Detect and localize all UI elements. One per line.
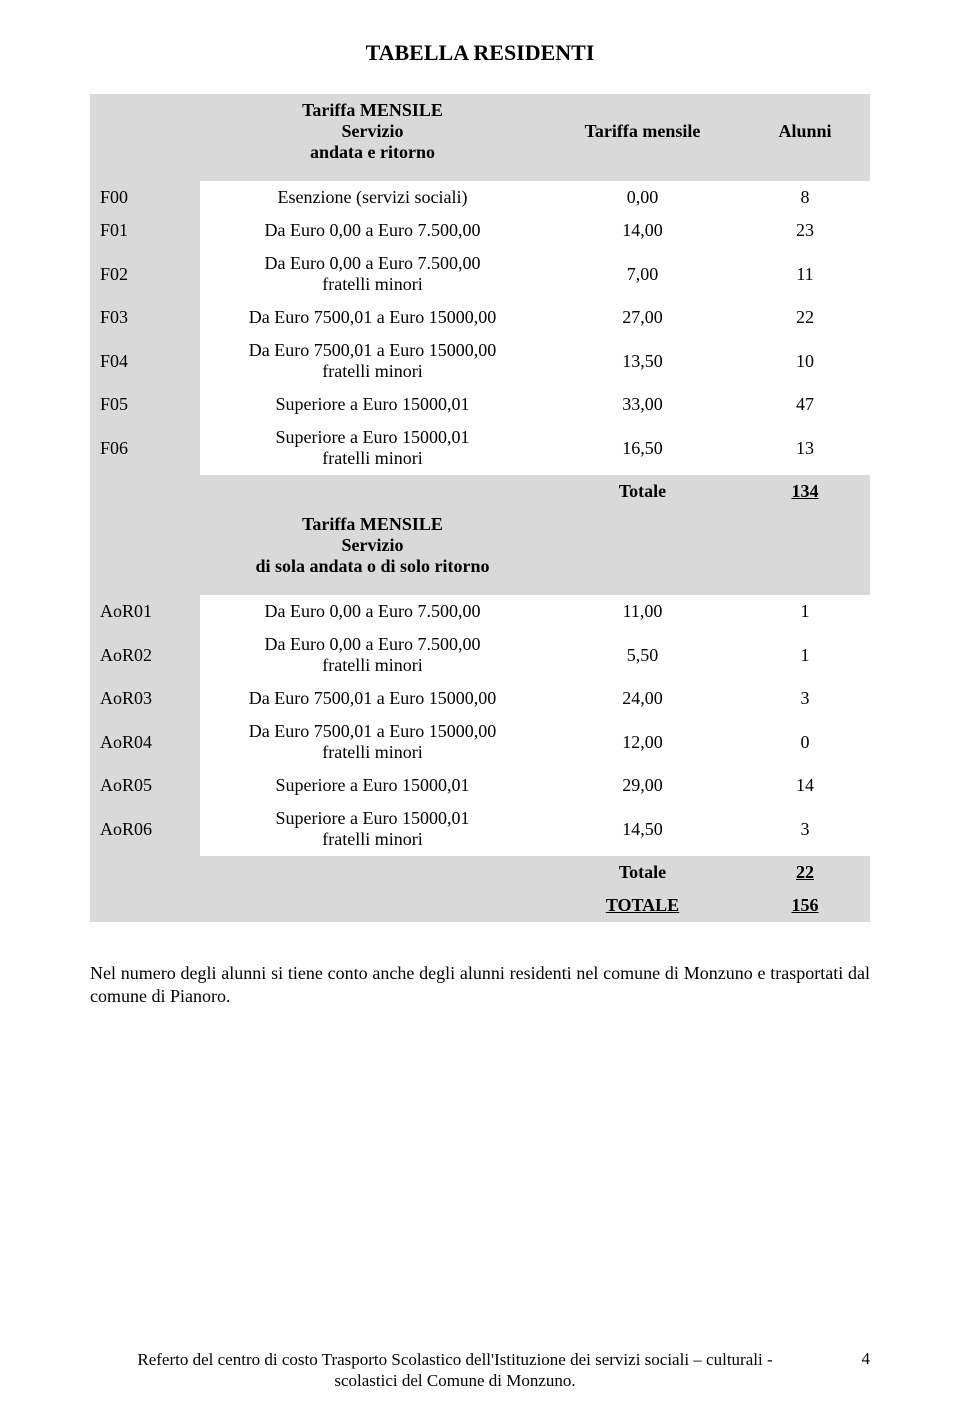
header-blank: [90, 94, 200, 169]
total-a-value: 134: [740, 475, 870, 508]
row-code: AoR02: [90, 628, 200, 682]
row-value: 27,00: [545, 301, 740, 334]
table-row: AoR01Da Euro 0,00 a Euro 7.500,0011,001: [90, 595, 870, 628]
grand-value: 156: [740, 889, 870, 922]
row-code: AoR06: [90, 802, 200, 856]
row-value: 12,00: [545, 715, 740, 769]
row-value: 14,00: [545, 214, 740, 247]
footer-line1: Referto del centro di costo Trasporto Sc…: [137, 1350, 772, 1369]
row-desc: Da Euro 7500,01 a Euro 15000,00fratelli …: [200, 334, 545, 388]
row-code: F04: [90, 334, 200, 388]
row-value: 7,00: [545, 247, 740, 301]
row-code: F03: [90, 301, 200, 334]
row-value: 0,00: [545, 181, 740, 214]
total-b-row: Totale 22: [90, 856, 870, 889]
grand-label: TOTALE: [545, 889, 740, 922]
page-title: TABELLA RESIDENTI: [90, 40, 870, 66]
total-b-label: Totale: [545, 856, 740, 889]
table-row: F00Esenzione (servizi sociali)0,008: [90, 181, 870, 214]
hdr2-line2: Servizio: [342, 535, 404, 555]
row-desc: Superiore a Euro 15000,01fratelli minori: [200, 802, 545, 856]
row-count: 0: [740, 715, 870, 769]
row-count: 3: [740, 802, 870, 856]
grand-total-row: TOTALE 156: [90, 889, 870, 922]
table-row: AoR04Da Euro 7500,01 a Euro 15000,00frat…: [90, 715, 870, 769]
row-value: 33,00: [545, 388, 740, 421]
table-row: AoR06Superiore a Euro 15000,01fratelli m…: [90, 802, 870, 856]
hdr1-line1: Tariffa MENSILE: [302, 100, 443, 120]
row-value: 16,50: [545, 421, 740, 475]
total-b-value: 22: [740, 856, 870, 889]
header-desc: Tariffa MENSILE Servizio andata e ritorn…: [200, 94, 545, 169]
table-header-b: Tariffa MENSILE Servizio di sola andata …: [90, 508, 870, 583]
spacer-row: [90, 169, 870, 181]
header-col3: Tariffa mensile: [545, 94, 740, 169]
row-desc: Esenzione (servizi sociali): [200, 181, 545, 214]
row-desc: Superiore a Euro 15000,01fratelli minori: [200, 421, 545, 475]
table-row: AoR05Superiore a Euro 15000,0129,0014: [90, 769, 870, 802]
note-text: Nel numero degli alunni si tiene conto a…: [90, 962, 870, 1009]
footer-text: Referto del centro di costo Trasporto Sc…: [90, 1349, 820, 1392]
row-count: 14: [740, 769, 870, 802]
row-code: F05: [90, 388, 200, 421]
row-desc: Da Euro 7500,01 a Euro 15000,00: [200, 682, 545, 715]
row-count: 3: [740, 682, 870, 715]
row-count: 47: [740, 388, 870, 421]
table-row: F06Superiore a Euro 15000,01fratelli min…: [90, 421, 870, 475]
hdr2-line1: Tariffa MENSILE: [302, 514, 443, 534]
row-code: AoR01: [90, 595, 200, 628]
row-code: F01: [90, 214, 200, 247]
hdr1-line3: andata e ritorno: [310, 142, 435, 162]
row-desc: Da Euro 0,00 a Euro 7.500,00: [200, 214, 545, 247]
row-code: F02: [90, 247, 200, 301]
hdr1-line2: Servizio: [342, 121, 404, 141]
row-desc: Da Euro 0,00 a Euro 7.500,00fratelli min…: [200, 628, 545, 682]
spacer-row-b: [90, 583, 870, 595]
row-code: AoR05: [90, 769, 200, 802]
row-code: F00: [90, 181, 200, 214]
row-count: 1: [740, 595, 870, 628]
row-count: 8: [740, 181, 870, 214]
page: TABELLA RESIDENTI Tariffa MENSILE Serviz…: [0, 0, 960, 1421]
row-value: 11,00: [545, 595, 740, 628]
row-count: 1: [740, 628, 870, 682]
header-col4: Alunni: [740, 94, 870, 169]
total-a-label: Totale: [545, 475, 740, 508]
table-header-a: Tariffa MENSILE Servizio andata e ritorn…: [90, 94, 870, 169]
row-count: 23: [740, 214, 870, 247]
footer-page-number: 4: [820, 1349, 870, 1369]
total-a-row: Totale 134: [90, 475, 870, 508]
row-desc: Superiore a Euro 15000,01: [200, 388, 545, 421]
row-value: 14,50: [545, 802, 740, 856]
row-desc: Da Euro 7500,01 a Euro 15000,00fratelli …: [200, 715, 545, 769]
row-desc: Da Euro 7500,01 a Euro 15000,00: [200, 301, 545, 334]
table-row: AoR03Da Euro 7500,01 a Euro 15000,0024,0…: [90, 682, 870, 715]
page-footer: Referto del centro di costo Trasporto Sc…: [90, 1349, 870, 1392]
header2-desc: Tariffa MENSILE Servizio di sola andata …: [200, 508, 545, 583]
table-row: AoR02Da Euro 0,00 a Euro 7.500,00fratell…: [90, 628, 870, 682]
row-code: F06: [90, 421, 200, 475]
hdr2-line3: di sola andata o di solo ritorno: [255, 556, 489, 576]
row-count: 10: [740, 334, 870, 388]
table-row: F04Da Euro 7500,01 a Euro 15000,00fratel…: [90, 334, 870, 388]
row-code: AoR03: [90, 682, 200, 715]
table-row: F03Da Euro 7500,01 a Euro 15000,0027,002…: [90, 301, 870, 334]
row-desc: Da Euro 0,00 a Euro 7.500,00fratelli min…: [200, 247, 545, 301]
tariff-table: Tariffa MENSILE Servizio andata e ritorn…: [90, 94, 870, 922]
row-desc: Da Euro 0,00 a Euro 7.500,00: [200, 595, 545, 628]
row-desc: Superiore a Euro 15000,01: [200, 769, 545, 802]
row-value: 13,50: [545, 334, 740, 388]
table-row: F02Da Euro 0,00 a Euro 7.500,00fratelli …: [90, 247, 870, 301]
row-value: 24,00: [545, 682, 740, 715]
row-value: 29,00: [545, 769, 740, 802]
table-row: F01Da Euro 0,00 a Euro 7.500,0014,0023: [90, 214, 870, 247]
row-count: 11: [740, 247, 870, 301]
row-count: 13: [740, 421, 870, 475]
row-count: 22: [740, 301, 870, 334]
row-value: 5,50: [545, 628, 740, 682]
table-row: F05Superiore a Euro 15000,0133,0047: [90, 388, 870, 421]
row-code: AoR04: [90, 715, 200, 769]
footer-line2: scolastici del Comune di Monzuno.: [334, 1371, 575, 1390]
